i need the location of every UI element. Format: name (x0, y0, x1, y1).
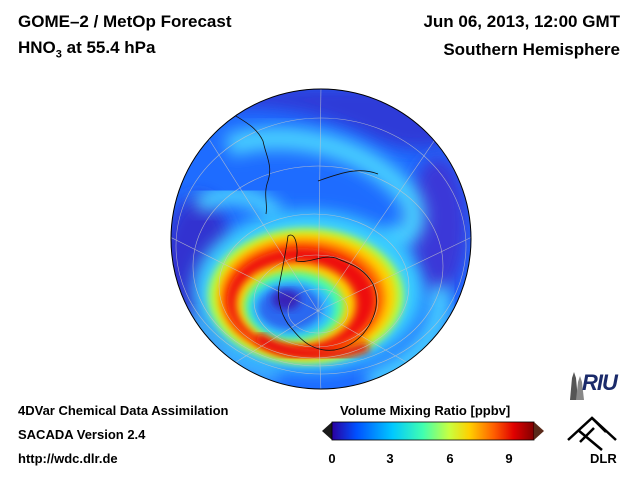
species-name: HNO (18, 38, 56, 57)
website-link[interactable]: http://wdc.dlr.de (18, 451, 118, 466)
dlr-logo-text: DLR (590, 451, 617, 466)
globe-outline (170, 88, 472, 390)
colorbar-tick: 9 (505, 451, 513, 466)
southern-hemisphere-globe (170, 88, 472, 390)
forecast-date: Jun 06, 2013, 12:00 GMT (423, 12, 620, 31)
colorbar (322, 421, 544, 441)
colorbar-title: Volume Mixing Ratio [ppbv] (340, 403, 511, 418)
colorbar-tick: 6 (446, 451, 454, 466)
colorbar-max-arrow (534, 422, 544, 440)
species-label: HNO3 at 55.4 hPa (18, 38, 155, 60)
coastlines (227, 110, 379, 351)
version-label: SACADA Version 2.4 (18, 427, 146, 442)
riu-logo-icon (570, 372, 584, 400)
concentration-field (171, 89, 471, 389)
colorbar-min-arrow (322, 422, 332, 440)
riu-logo-text: RIU (582, 370, 618, 395)
graticule (171, 89, 471, 389)
species-subscript: 3 (55, 48, 62, 61)
pressure-level: at 55.4 hPa (61, 38, 156, 57)
colorbar-tick: 0 (328, 451, 336, 466)
colorbar-tick: 3 (386, 451, 394, 466)
dlr-logo-icon (567, 416, 617, 451)
assimilation-label: 4DVar Chemical Data Assimilation (18, 403, 229, 418)
map-title: GOME–2 / MetOp Forecast (18, 12, 232, 31)
hemisphere-label: Southern Hemisphere (443, 40, 620, 59)
